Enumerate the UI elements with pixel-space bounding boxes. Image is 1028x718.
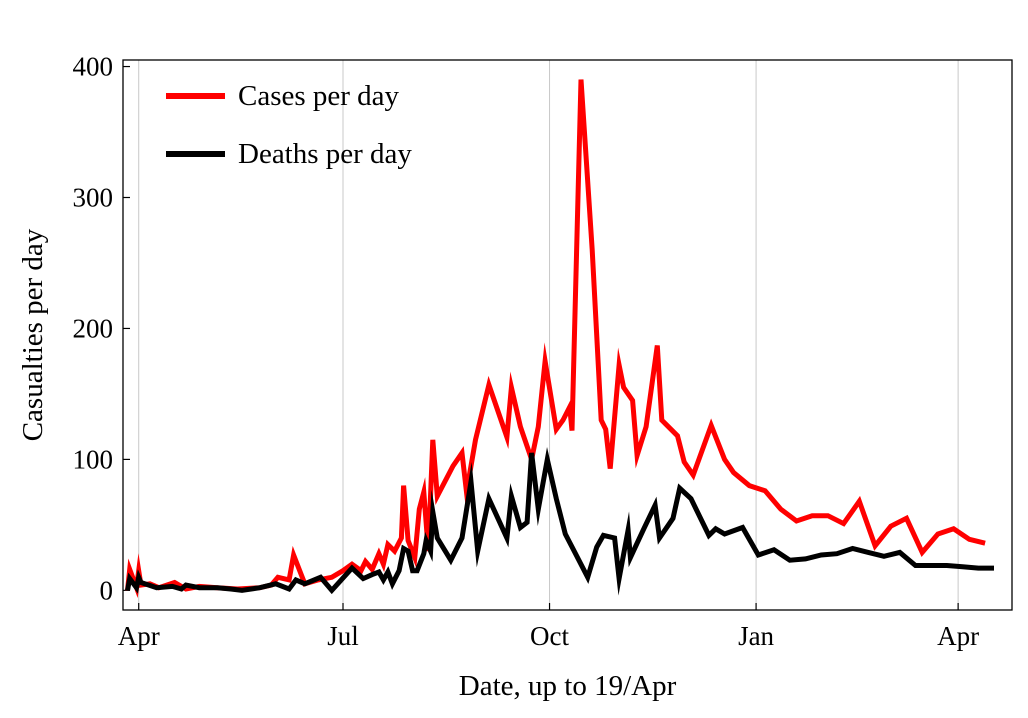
x-tick-label: Oct — [530, 621, 569, 651]
x-tick-label: Jul — [327, 621, 359, 651]
legend-label: Cases per day — [238, 80, 400, 112]
y-tick-label: 0 — [100, 575, 114, 605]
y-axis-ticks: 0 100 200 300 400 — [73, 52, 130, 605]
y-tick-label: 400 — [73, 52, 114, 82]
y-tick-label: 200 — [73, 313, 114, 343]
plot-frame — [122, 59, 1013, 611]
x-axis-ticks: Apr Jul Oct Jan Apr — [118, 603, 979, 651]
series-lines — [125, 79, 994, 599]
x-tick-label: Apr — [118, 621, 160, 651]
grid-lines — [138, 60, 959, 610]
y-tick-label: 300 — [73, 183, 114, 213]
legend-label: Deaths per day — [238, 138, 412, 170]
x-axis-title: Date, up to 19/Apr — [459, 670, 677, 702]
x-tick-label: Jan — [738, 621, 774, 651]
series-line-cases — [125, 79, 986, 599]
y-axis-title: Casualties per day — [17, 228, 49, 441]
x-tick-label: Apr — [937, 621, 979, 651]
series-line-deaths — [125, 446, 994, 596]
y-tick-label: 100 — [73, 444, 114, 474]
legend: Cases per day Deaths per day — [166, 80, 412, 170]
